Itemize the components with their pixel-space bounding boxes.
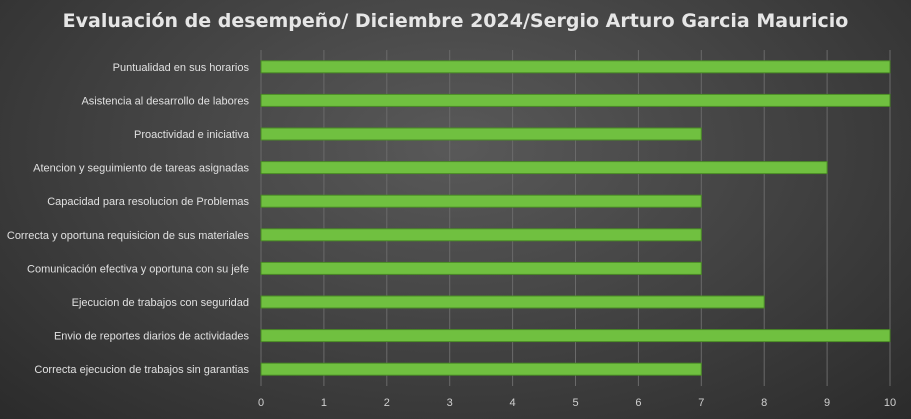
bar — [260, 93, 891, 107]
bar — [260, 261, 702, 275]
category-label: Correcta ejecucion de trabajos sin garan… — [34, 364, 249, 376]
category-label: Proactividad e iniciativa — [134, 129, 250, 141]
x-tick-label: 6 — [635, 397, 641, 409]
category-label: Comunicación efectiva y oportuna con su … — [27, 263, 249, 275]
category-label: Puntualidad en sus horarios — [113, 62, 250, 74]
x-tick-label: 0 — [258, 397, 264, 409]
category-label: Envio de reportes diarios de actividades — [54, 331, 250, 343]
x-tick-label: 4 — [510, 397, 516, 409]
x-tick-label: 5 — [572, 397, 578, 409]
chart-title: Evaluación de desempeño/ Diciembre 2024/… — [62, 10, 849, 32]
x-tick-label: 8 — [761, 397, 767, 409]
x-tick-label: 10 — [884, 397, 896, 409]
category-label: Atencion y seguimiento de tareas asignad… — [33, 163, 249, 175]
x-tick-label: 3 — [447, 397, 453, 409]
bar — [260, 194, 702, 208]
bar — [260, 161, 828, 175]
x-tick-label: 2 — [384, 397, 390, 409]
category-label: Correcta y oportuna requisicion de sus m… — [7, 230, 250, 242]
category-label: Asistencia al desarrollo de labores — [81, 95, 249, 107]
bar — [260, 329, 891, 343]
bar — [260, 295, 765, 309]
category-label: Capacidad para resolucion de Problemas — [47, 196, 249, 208]
x-tick-label: 1 — [321, 397, 327, 409]
bar — [260, 228, 702, 242]
bar — [260, 362, 702, 376]
x-tick-label: 9 — [824, 397, 830, 409]
category-label: Ejecucion de trabajos con seguridad — [72, 297, 249, 309]
x-tick-label: 7 — [698, 397, 704, 409]
bar — [260, 127, 702, 141]
bar — [260, 60, 891, 74]
